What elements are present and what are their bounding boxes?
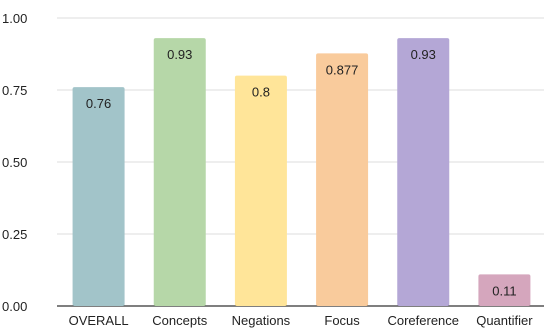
data-label: 0.11 [492,283,516,298]
bar-quantifier [478,274,531,306]
x-tick-label: Negations [232,313,291,328]
bar-coreference [397,38,450,306]
data-label: 0.76 [86,96,111,111]
data-label: 0.877 [326,62,359,77]
y-tick-label: 1.00 [2,11,27,26]
data-label: 0.8 [252,85,270,100]
bar-concepts [153,38,206,306]
x-tick-label: Coreference [387,313,459,328]
data-label: 0.93 [167,47,192,62]
y-tick-label: 0.25 [2,227,27,242]
bar-focus [316,53,369,307]
label-layer: 0.00 0.25 0.50 0.75 1.00 0.76 OVERALL 0.93 Conce… [2,11,533,328]
bar-negations [234,75,287,306]
y-tick-label: 0.00 [2,299,27,314]
bar-overall [72,87,125,307]
x-tick-label: Quantifier [476,313,533,328]
x-tick-label: Focus [324,313,360,328]
grid-layer [57,17,544,307]
y-tick-label: 0.75 [2,83,27,98]
x-tick-label: Concepts [152,313,207,328]
bar-layer [72,38,531,307]
y-tick-label: 0.50 [2,155,27,170]
x-tick-label: OVERALL [69,313,129,328]
data-label: 0.93 [411,47,436,62]
